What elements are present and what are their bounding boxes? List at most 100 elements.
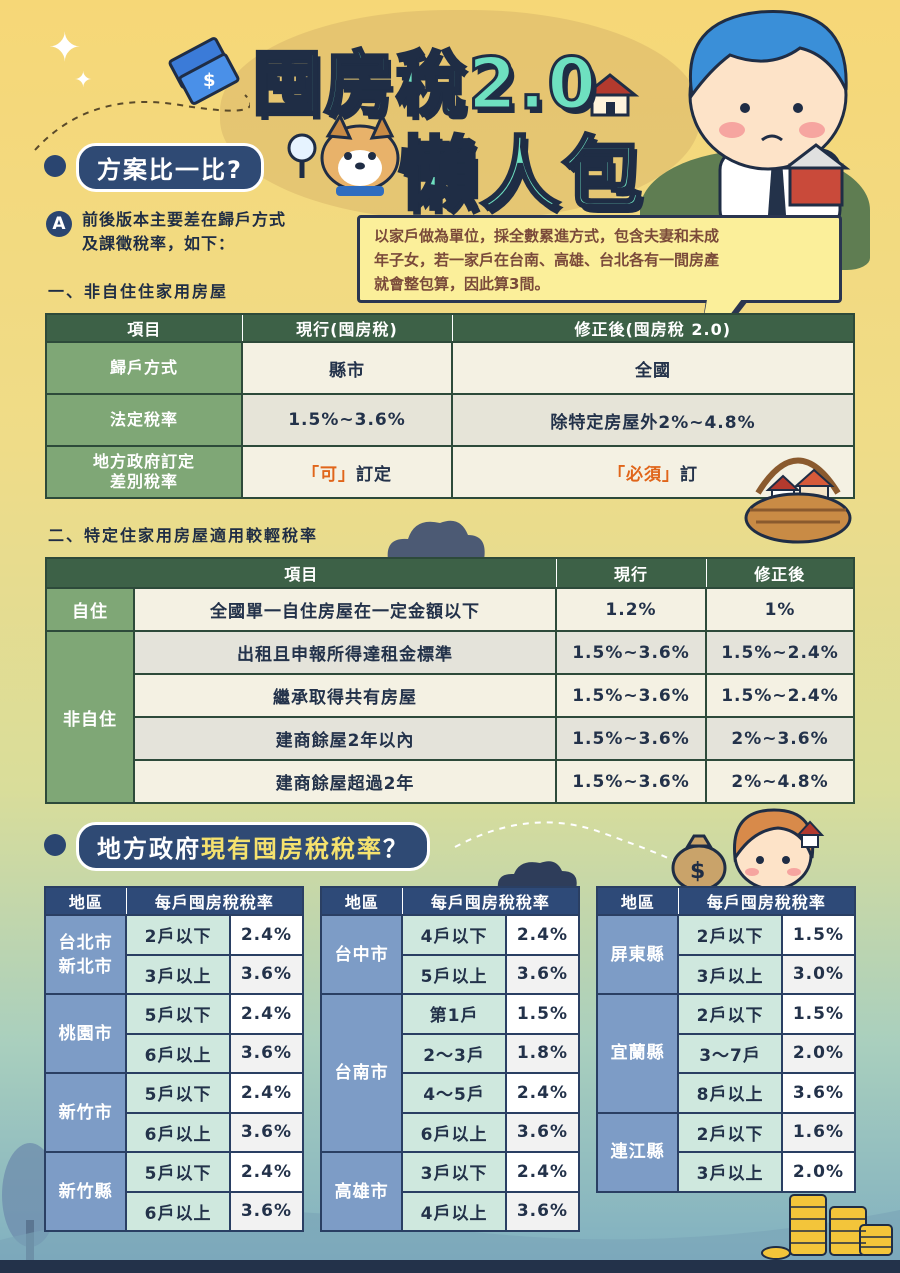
col-header-rate: 每戶囤房稅稅率 — [401, 886, 580, 916]
cloud-icon — [387, 520, 485, 560]
row-group-label: 自住 — [45, 587, 135, 632]
cell-text: 訂定 — [356, 464, 392, 485]
tier-cell: 6戶以上 — [401, 1111, 507, 1153]
tier-cell: 6戶以上 — [125, 1111, 231, 1153]
table-row: 6戶以上 3.6% — [45, 1190, 305, 1232]
tier-cell: 2戶以下 — [125, 914, 231, 956]
region-cell: 屏東縣 — [595, 914, 680, 995]
rate-cell: 2.4% — [228, 914, 305, 956]
section-bullet — [44, 155, 66, 177]
speech-bubble: 以家戶做為單位，採全數累進方式，包含夫妻和未成 年子女，若一家戶在台南、高雄、台… — [357, 215, 842, 303]
tier-cell: 5戶以上 — [401, 953, 507, 995]
rate-cell: 1.5% — [780, 914, 857, 956]
rate-cell: 2.4% — [228, 993, 305, 1035]
boy-character-icon — [688, 9, 851, 230]
tier-cell: 3戶以下 — [401, 1151, 507, 1193]
basket-houses-icon — [744, 457, 852, 544]
section-header-compare: 方案比一比? — [76, 143, 264, 192]
cell-current: 1.2% — [555, 587, 707, 632]
table-row: 8戶以上 3.6% — [597, 1072, 857, 1114]
section2-text-end: ？ — [383, 835, 409, 863]
row-label: 歸戶方式 — [45, 341, 243, 395]
cell-item: 建商餘屋2年以內 — [133, 716, 557, 761]
table-row: 4～5戶 2.4% — [321, 1072, 581, 1114]
highlight-text: 「必須」 — [608, 464, 680, 485]
rate-cell: 2.0% — [780, 1032, 857, 1074]
tier-cell: 4～5戶 — [401, 1072, 507, 1114]
region-cell: 連江縣 — [595, 1111, 680, 1193]
section-bullet — [44, 834, 66, 856]
cell-text: 訂 — [680, 464, 698, 485]
col-header-region: 地區 — [44, 886, 127, 916]
col-header-rate: 每戶囤房稅稅率 — [125, 886, 304, 916]
svg-text:$: $ — [690, 859, 705, 884]
table-row: 歸戶方式 縣市 全國 — [45, 341, 855, 395]
rate-cell: 1.5% — [780, 993, 857, 1035]
dashed-path-icon — [454, 821, 676, 863]
tier-cell: 第1戶 — [401, 993, 507, 1035]
region-cell: 台中市 — [319, 914, 404, 995]
cell-current: 「可」訂定 — [241, 445, 453, 499]
tier-cell: 5戶以下 — [125, 1072, 231, 1114]
table-row: 地方政府訂定 差別稅率 「可」訂定 「必須」訂 — [45, 445, 855, 499]
row-group-label: 非自住 — [45, 630, 135, 804]
col-header-region: 地區 — [596, 886, 679, 916]
table-row: 建商餘屋超過2年 1.5%~3.6% 2%~4.8% — [46, 759, 855, 804]
girl-character-icon — [732, 808, 825, 890]
region-cell: 高雄市 — [319, 1151, 404, 1232]
rate-cell: 3.0% — [780, 953, 857, 995]
part1-heading: 一、非自住住家用房屋 — [48, 282, 229, 301]
sparkle-icon: ✦ — [74, 68, 93, 93]
footer-bar — [0, 1260, 900, 1273]
rate-table-north: 地區 每戶囤房稅稅率 台北市 新北市 2戶以下 2.4% 3戶以上 3.6% 桃… — [43, 886, 305, 1232]
table-row: 自住 全國單一自住房屋在一定金額以下 1.2% 1% — [45, 587, 855, 632]
region-cell: 台北市 新北市 — [43, 914, 128, 995]
tier-cell: 2戶以下 — [677, 914, 783, 956]
comparison-table-special: 項目 現行 修正後 自住 全國單一自住房屋在一定金額以下 1.2% 1% 非自住… — [45, 557, 855, 804]
region-cell: 宜蘭縣 — [595, 993, 680, 1114]
page-title-line2: 懶人包 — [397, 127, 644, 223]
tier-cell: 6戶以上 — [125, 1190, 231, 1232]
table-row: 高雄市 3戶以下 2.4% — [319, 1151, 581, 1232]
rate-cell: 2.0% — [780, 1151, 857, 1193]
tier-cell: 3戶以上 — [125, 953, 231, 995]
table-row: 連江縣 2戶以下 1.6% — [595, 1111, 857, 1193]
rate-cell: 2.4% — [228, 1151, 305, 1193]
table-row: 4戶以上 3.6% — [321, 1190, 581, 1232]
tier-cell: 5戶以下 — [125, 993, 231, 1035]
cell-revised: 1% — [705, 587, 855, 632]
magnifier-icon — [287, 133, 317, 178]
table-row: 宜蘭縣 2戶以下 1.5% — [595, 993, 857, 1114]
rate-cell: 3.6% — [228, 1190, 305, 1232]
cell-item: 建商餘屋超過2年 — [133, 759, 557, 804]
table-row: 桃園市 5戶以下 2.4% — [43, 993, 305, 1074]
rate-table-east-islands: 地區 每戶囤房稅稅率 屏東縣 2戶以下 1.5% 3戶以上 3.0% 宜蘭縣 2… — [595, 886, 857, 1193]
intro-line1: 前後版本主要差在歸戶方式 — [82, 210, 287, 229]
tier-cell: 4戶以上 — [401, 1190, 507, 1232]
bubble-line1: 以家戶做為單位，採全數累進方式，包含夫妻和未成 — [374, 227, 720, 245]
table-row: 新竹縣 5戶以下 2.4% — [43, 1151, 305, 1232]
table-row: 台中市 4戶以下 2.4% — [319, 914, 581, 995]
row-label-line1: 地方政府訂定 — [92, 452, 195, 471]
table-row: 6戶以上 3.6% — [321, 1111, 581, 1153]
rate-table-central-south: 地區 每戶囤房稅稅率 台中市 4戶以下 2.4% 5戶以上 3.6% 台南市 第… — [319, 886, 581, 1232]
col-header-region: 地區 — [320, 886, 403, 916]
col-header-revised: 修正後 — [705, 557, 855, 589]
tier-cell: 6戶以上 — [125, 1032, 231, 1074]
table-row: 屏東縣 2戶以下 1.5% — [595, 914, 857, 995]
row-label-line2: 差別稅率 — [109, 472, 178, 491]
cell-item: 出租且申報所得達租金標準 — [133, 630, 557, 675]
table-row: 台北市 新北市 2戶以下 2.4% — [43, 914, 305, 995]
cell-revised: 2%~3.6% — [705, 716, 855, 761]
col-header-item: 項目 — [45, 557, 557, 589]
table-row: 6戶以上 3.6% — [45, 1032, 305, 1074]
svg-text:$: $ — [203, 70, 216, 91]
cell-revised: 1.5%~2.4% — [705, 630, 855, 675]
cell-current: 1.5%~3.6% — [241, 393, 453, 447]
table-row: 3戶以上 3.6% — [45, 953, 305, 995]
table-row: 3～7戶 2.0% — [597, 1032, 857, 1074]
tier-cell: 5戶以下 — [125, 1151, 231, 1193]
rate-cell: 3.6% — [228, 953, 305, 995]
highlight-text: 「可」 — [302, 464, 356, 485]
coin-stack-icon — [761, 1194, 893, 1260]
